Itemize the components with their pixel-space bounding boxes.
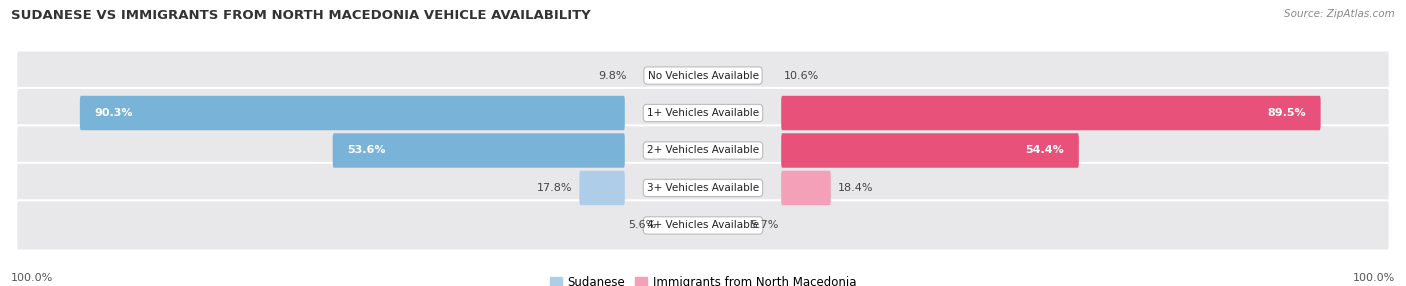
Text: 100.0%: 100.0% xyxy=(1353,273,1395,283)
FancyBboxPatch shape xyxy=(17,88,1389,138)
FancyBboxPatch shape xyxy=(17,200,1389,251)
Text: 5.7%: 5.7% xyxy=(751,221,779,231)
Text: Source: ZipAtlas.com: Source: ZipAtlas.com xyxy=(1284,9,1395,19)
FancyBboxPatch shape xyxy=(333,133,624,168)
Legend: Sudanese, Immigrants from North Macedonia: Sudanese, Immigrants from North Macedoni… xyxy=(546,271,860,286)
FancyBboxPatch shape xyxy=(782,133,1078,168)
FancyBboxPatch shape xyxy=(17,50,1389,101)
Text: 90.3%: 90.3% xyxy=(94,108,134,118)
Text: 2+ Vehicles Available: 2+ Vehicles Available xyxy=(647,146,759,156)
FancyBboxPatch shape xyxy=(782,171,831,205)
FancyBboxPatch shape xyxy=(80,96,624,130)
Text: No Vehicles Available: No Vehicles Available xyxy=(648,71,758,81)
FancyBboxPatch shape xyxy=(782,96,1320,130)
FancyBboxPatch shape xyxy=(17,125,1389,176)
FancyBboxPatch shape xyxy=(17,163,1389,213)
Text: 3+ Vehicles Available: 3+ Vehicles Available xyxy=(647,183,759,193)
Text: 5.6%: 5.6% xyxy=(628,221,657,231)
Text: 4+ Vehicles Available: 4+ Vehicles Available xyxy=(647,221,759,231)
Text: 17.8%: 17.8% xyxy=(537,183,572,193)
Text: 89.5%: 89.5% xyxy=(1267,108,1306,118)
Text: 100.0%: 100.0% xyxy=(11,273,53,283)
Text: 10.6%: 10.6% xyxy=(785,71,820,81)
Text: 1+ Vehicles Available: 1+ Vehicles Available xyxy=(647,108,759,118)
Text: 54.4%: 54.4% xyxy=(1025,146,1064,156)
Text: 18.4%: 18.4% xyxy=(838,183,873,193)
Text: 53.6%: 53.6% xyxy=(347,146,387,156)
FancyBboxPatch shape xyxy=(579,171,624,205)
Text: 9.8%: 9.8% xyxy=(599,71,627,81)
Text: SUDANESE VS IMMIGRANTS FROM NORTH MACEDONIA VEHICLE AVAILABILITY: SUDANESE VS IMMIGRANTS FROM NORTH MACEDO… xyxy=(11,9,591,21)
